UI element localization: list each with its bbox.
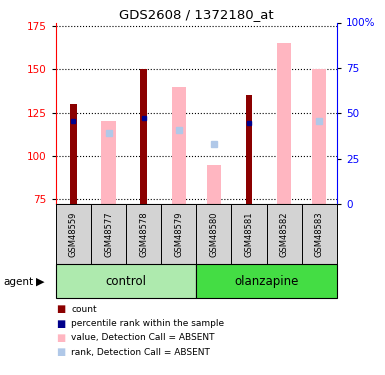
Bar [312,69,326,204]
Bar [266,204,302,264]
Bar [56,204,91,264]
Bar [70,104,77,204]
Bar [172,87,186,204]
Text: GSM48583: GSM48583 [315,211,324,257]
Text: GSM48579: GSM48579 [174,211,183,257]
Bar [196,264,337,298]
Bar [126,204,161,264]
Text: count: count [71,305,97,314]
Text: ■: ■ [56,347,65,357]
Bar [56,264,196,298]
Text: GSM48559: GSM48559 [69,211,78,257]
Bar [207,165,221,204]
Text: GSM48581: GSM48581 [244,211,254,257]
Bar [102,121,115,204]
Text: value, Detection Call = ABSENT: value, Detection Call = ABSENT [71,333,215,342]
Bar [141,69,147,204]
Text: control: control [105,275,147,288]
Bar [196,204,231,264]
Text: GSM48580: GSM48580 [209,211,218,257]
Text: ■: ■ [56,319,65,328]
Bar [91,204,126,264]
Text: GSM48582: GSM48582 [280,211,289,257]
Bar [302,204,337,264]
Bar [231,204,266,264]
Text: rank, Detection Call = ABSENT: rank, Detection Call = ABSENT [71,348,210,357]
Text: GSM48578: GSM48578 [139,211,148,257]
Bar [246,95,252,204]
Bar [161,204,196,264]
Text: percentile rank within the sample: percentile rank within the sample [71,319,224,328]
Bar [277,43,291,204]
Text: agent: agent [4,277,34,287]
Text: ■: ■ [56,304,65,314]
Text: ■: ■ [56,333,65,343]
Text: olanzapine: olanzapine [234,275,299,288]
Text: ▶: ▶ [36,277,44,287]
Title: GDS2608 / 1372180_at: GDS2608 / 1372180_at [119,8,274,21]
Text: GSM48577: GSM48577 [104,211,113,257]
